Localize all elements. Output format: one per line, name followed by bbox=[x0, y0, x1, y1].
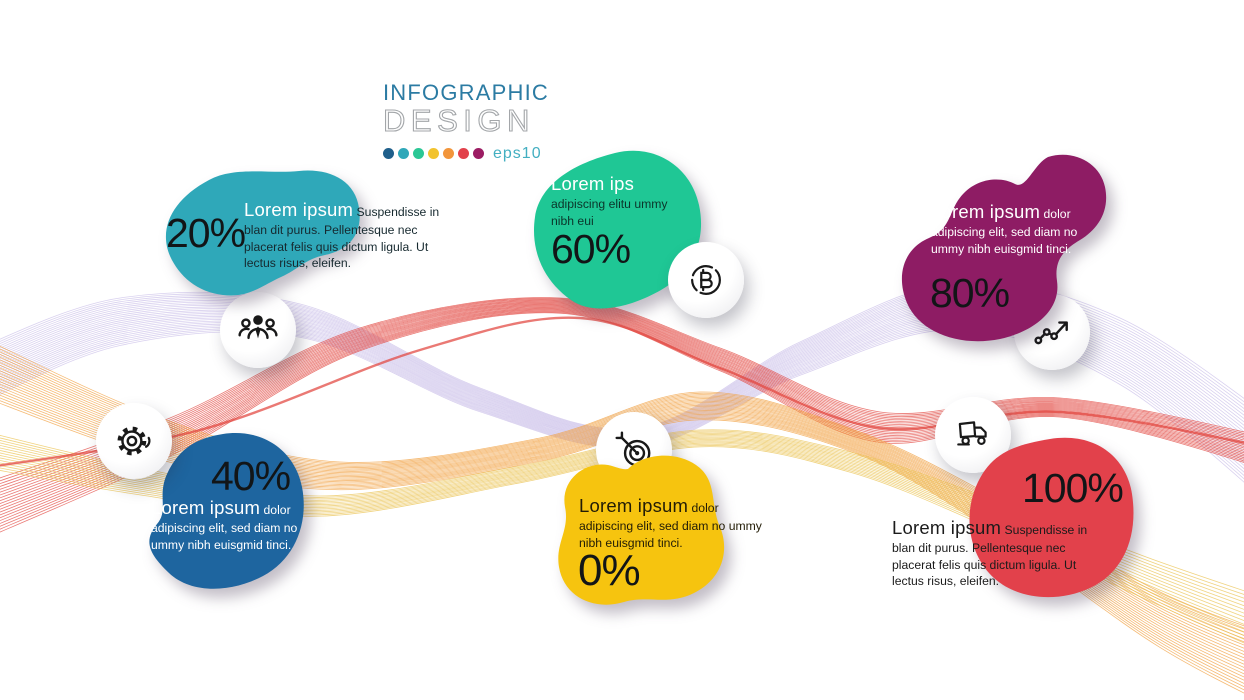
percent-label: 0% bbox=[578, 546, 641, 595]
item-text: Lorem ipsum dolor adipiscing elit, sed d… bbox=[931, 200, 1099, 257]
item-body: dolor adipiscing elit, sed diam no ummy … bbox=[579, 501, 762, 550]
item-title: Lorem ipsum bbox=[931, 201, 1041, 222]
brand-dot bbox=[398, 148, 409, 160]
item-body: dolor adipiscing elit, sed diam no ummy … bbox=[151, 503, 298, 552]
item-title: Lorem ipsum bbox=[151, 497, 261, 518]
item-body: adipiscing elitu ummy nibh eui bbox=[551, 197, 668, 228]
item-body: Suspendisse in blan dit purus. Pellentes… bbox=[892, 523, 1088, 588]
item-text: Lorem ipsum dolor adipiscing elit, sed d… bbox=[579, 494, 763, 551]
percent-label: 100% bbox=[1022, 465, 1124, 511]
percent-label: 60% bbox=[551, 226, 631, 272]
item-text: Lorem ipsum dolor adipiscing elit, sed d… bbox=[151, 496, 327, 553]
item-text: Lorem ipsum Suspendisse in blan dit puru… bbox=[892, 516, 1092, 589]
header: INFOGRAPHIC DESIGN eps10 bbox=[382, 80, 549, 163]
item-title: Lorem ipsum bbox=[579, 495, 689, 516]
gear-icon bbox=[96, 403, 172, 479]
team-icon bbox=[220, 292, 296, 368]
item-body: Suspendisse in blan dit purus. Pellentes… bbox=[244, 205, 440, 270]
item-text: Lorem ipsum Suspendisse in blan dit puru… bbox=[244, 198, 440, 271]
blob-shape bbox=[558, 455, 725, 605]
percent-label: 40% bbox=[211, 453, 291, 499]
item-title: Lorem ips bbox=[551, 173, 635, 194]
blob-shape bbox=[165, 170, 360, 296]
percent-label: 20% bbox=[166, 210, 246, 256]
bitcoin-icon bbox=[668, 242, 744, 318]
eps-version-label: eps10 bbox=[493, 144, 542, 162]
blob-purple bbox=[901, 154, 1107, 342]
brand-dot bbox=[458, 148, 469, 160]
item-body: dolor adipiscing elit, sed diam no ummy … bbox=[931, 207, 1078, 256]
blob-blue bbox=[149, 433, 304, 589]
blob-yellow bbox=[558, 455, 725, 605]
blob-red bbox=[969, 437, 1134, 598]
blob-shape bbox=[533, 150, 702, 309]
brand-subtitle: DESIGN bbox=[382, 103, 535, 138]
brand-dot bbox=[473, 148, 484, 160]
brand-dot bbox=[413, 148, 424, 160]
brand-title: INFOGRAPHIC bbox=[383, 80, 549, 105]
item-title: Lorem ipsum bbox=[892, 517, 1002, 538]
blob-green bbox=[533, 150, 702, 309]
item-title: Lorem ipsum bbox=[244, 199, 354, 220]
blob-shape bbox=[149, 433, 304, 589]
item-text: Lorem ips adipiscing elitu ummy nibh eui bbox=[551, 172, 673, 229]
brand-dot bbox=[383, 148, 394, 160]
blob-shape bbox=[901, 154, 1107, 342]
brand-dot bbox=[428, 148, 439, 160]
brand-dot bbox=[443, 148, 454, 160]
percent-label: 80% bbox=[930, 270, 1010, 316]
brand-dot-row: eps10 bbox=[383, 145, 549, 163]
blob-teal bbox=[165, 170, 360, 296]
blob-shape bbox=[969, 437, 1134, 598]
